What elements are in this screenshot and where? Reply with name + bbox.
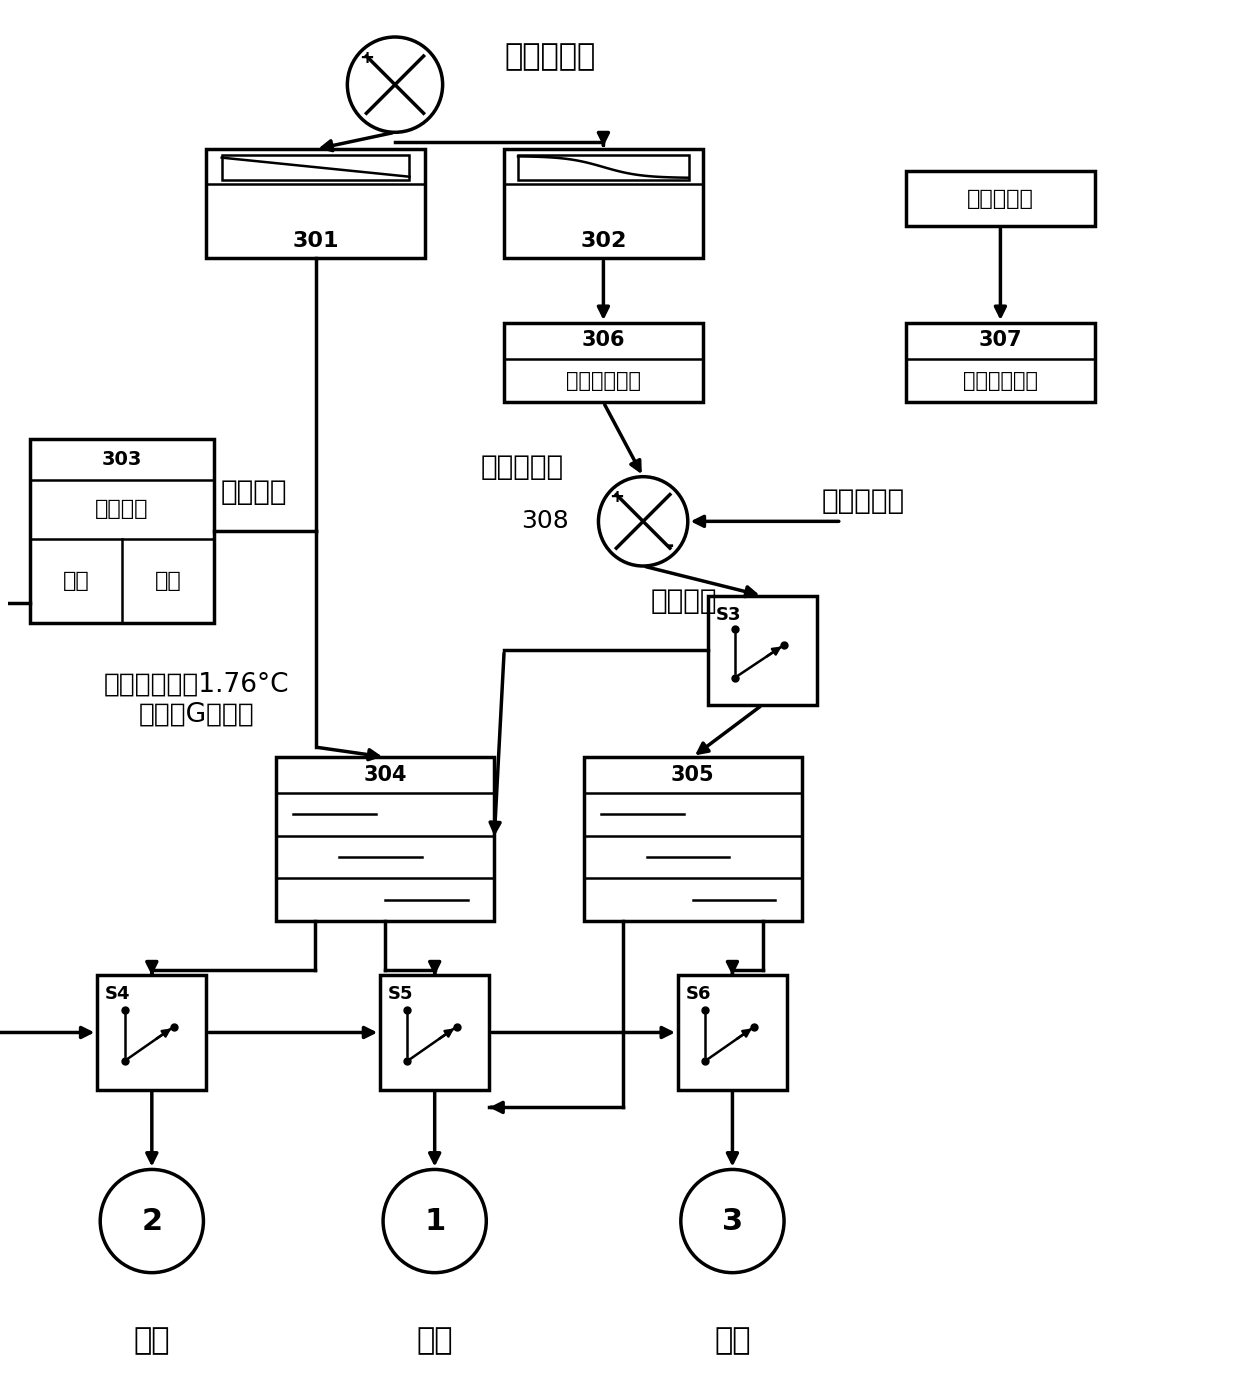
Text: 303: 303 bbox=[102, 450, 143, 469]
Bar bbox=[505, 150, 703, 259]
Bar bbox=[222, 155, 409, 179]
Text: 选择开关: 选择开关 bbox=[95, 499, 149, 519]
Text: 第一滤波单元: 第一滤波单元 bbox=[565, 371, 641, 390]
Text: 插入: 插入 bbox=[134, 1326, 170, 1354]
Text: 301: 301 bbox=[293, 231, 339, 250]
Text: S3: S3 bbox=[715, 606, 742, 624]
Text: 棒位偏差: 棒位偏差 bbox=[651, 586, 718, 614]
Text: S6: S6 bbox=[686, 985, 712, 1003]
Text: +: + bbox=[358, 49, 374, 67]
Text: 307: 307 bbox=[978, 330, 1022, 350]
Text: 308: 308 bbox=[521, 509, 569, 533]
Bar bbox=[381, 975, 490, 1090]
Bar bbox=[708, 596, 817, 705]
Bar bbox=[275, 757, 495, 921]
Text: 叠步计数器: 叠步计数器 bbox=[967, 189, 1034, 208]
Text: 304: 304 bbox=[363, 765, 407, 785]
Bar bbox=[505, 323, 703, 403]
Bar bbox=[30, 439, 213, 623]
Text: 极限: 极限 bbox=[155, 571, 181, 590]
Text: 速度: 速度 bbox=[714, 1326, 750, 1354]
Text: 306: 306 bbox=[582, 330, 625, 350]
Text: 棒位整定值: 棒位整定值 bbox=[481, 453, 564, 481]
Bar bbox=[584, 757, 802, 921]
Bar bbox=[906, 172, 1095, 227]
Bar bbox=[97, 975, 206, 1090]
Bar bbox=[906, 323, 1095, 403]
Text: 正常: 正常 bbox=[63, 571, 89, 590]
Text: 棒位实际值: 棒位实际值 bbox=[822, 487, 905, 515]
Text: 305: 305 bbox=[671, 765, 714, 785]
Text: -: - bbox=[665, 536, 673, 555]
Text: +: + bbox=[609, 488, 624, 506]
Text: 302: 302 bbox=[580, 231, 626, 250]
Text: S4: S4 bbox=[105, 985, 130, 1003]
Text: S5: S5 bbox=[388, 985, 414, 1003]
Bar bbox=[678, 975, 787, 1090]
Text: 死区宽度: 死区宽度 bbox=[221, 477, 288, 505]
Text: 1: 1 bbox=[424, 1206, 445, 1235]
Text: 第二滤波单元: 第二滤波单元 bbox=[963, 371, 1038, 390]
Text: 温度偏差大于1.76°C
时闭锁G棒下插: 温度偏差大于1.76°C 时闭锁G棒下插 bbox=[104, 672, 289, 727]
Text: 2: 2 bbox=[141, 1206, 162, 1235]
Bar bbox=[518, 155, 688, 179]
Text: 提升: 提升 bbox=[417, 1326, 453, 1354]
Text: 功率整定值: 功率整定值 bbox=[505, 42, 595, 71]
Text: 3: 3 bbox=[722, 1206, 743, 1235]
Bar bbox=[206, 150, 425, 259]
